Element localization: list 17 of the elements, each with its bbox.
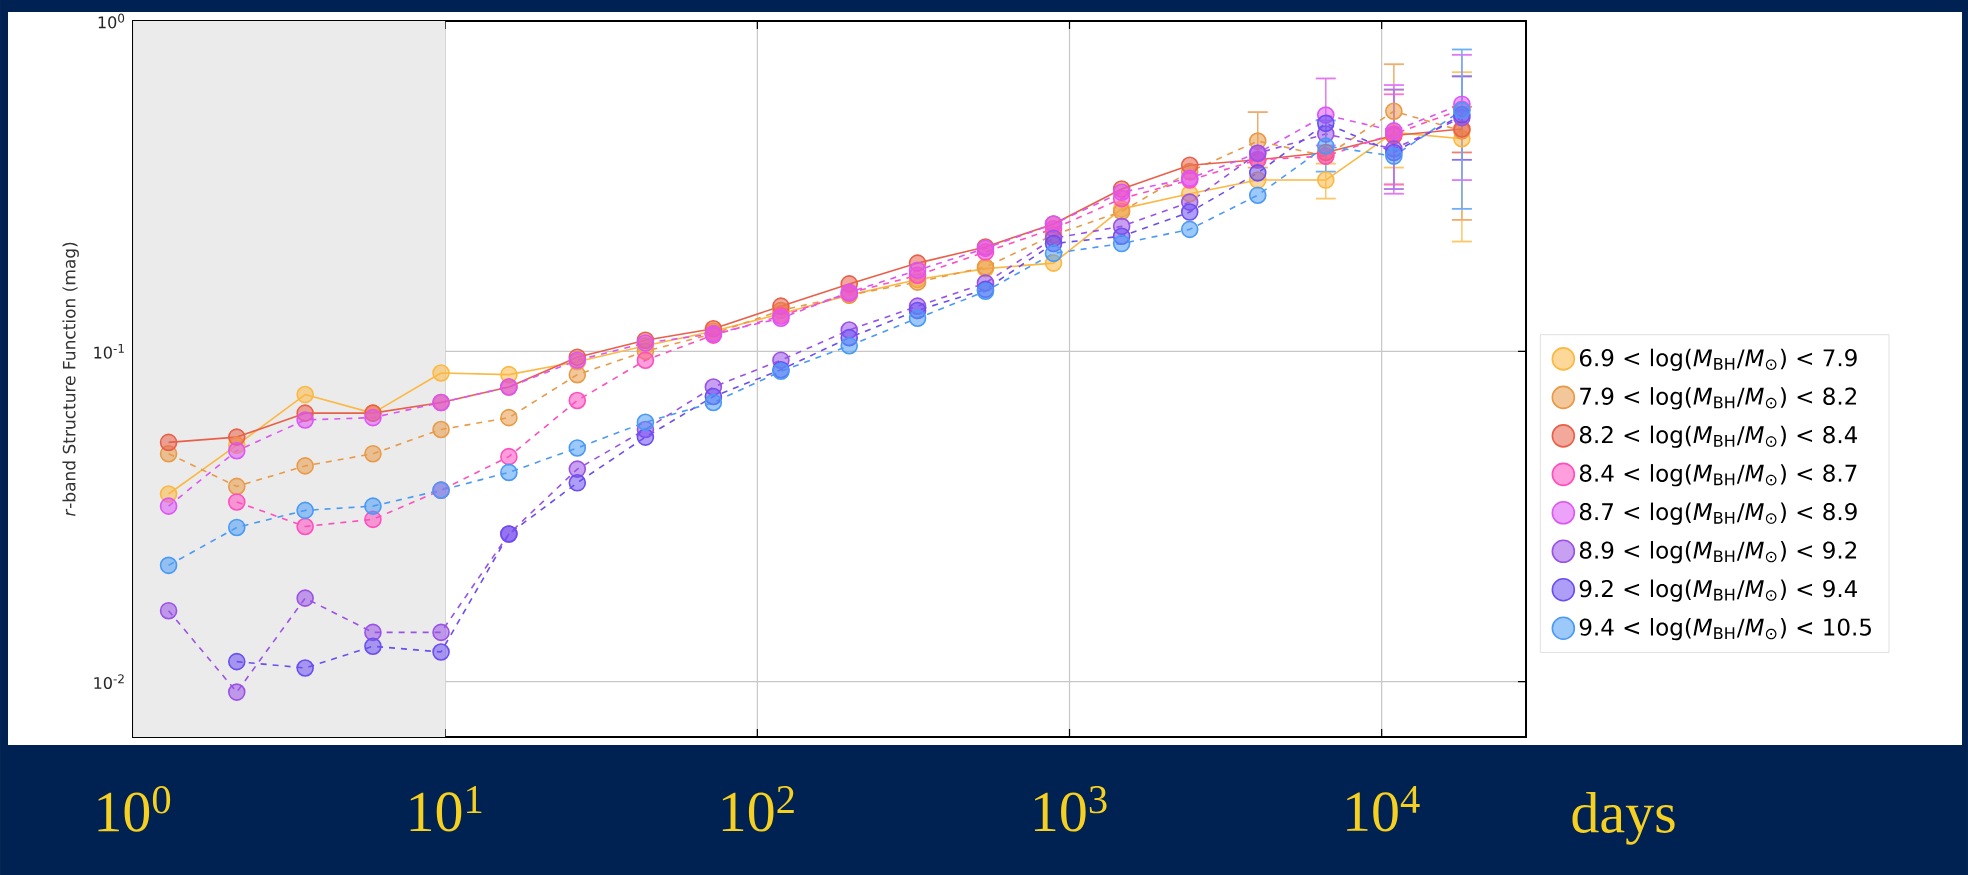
legend-label: 8.9 < log(M$_{BH}$/M$_{⊙}$) < 9.2 (1579, 541, 1857, 564)
x-tick-label: 10$^{3}$ (1034, 786, 1107, 832)
legend-label: 8.2 < log(M$_{BH}$/M$_{⊙}$) < 8.4 (1579, 425, 1858, 448)
legend-label: 7.9 < log(M$_{BH}$/M$_{⊙}$) < 8.2 (1580, 387, 1857, 410)
x-tick-label: 10$^{1}$ (410, 786, 482, 832)
y-axis-title: r-band Structure Function (mag) (62, 242, 79, 517)
legend-label: 8.4 < log(M$_{BH}$/M$_{⊙}$) < 8.7 (1579, 464, 1857, 487)
y-tick-label: 10$^{0}$ (98, 13, 125, 29)
x-axis-title: days (1572, 792, 1675, 845)
y-tick-label: 10$^{-2}$ (94, 674, 124, 690)
legend-label: 9.2 < log(M$_{BH}$/M$_{⊙}$) < 9.4 (1579, 579, 1858, 602)
legend-label: 6.9 < log(M$_{BH}$/M$_{⊙}$) < 7.9 (1579, 348, 1857, 371)
legend-label: 8.7 < log(M$_{BH}$/M$_{⊙}$) < 8.9 (1579, 502, 1857, 525)
y-tick-label: 10$^{-1}$ (94, 344, 124, 359)
x-tick-label: 10$^{2}$ (722, 786, 794, 832)
legend-label: 9.4 < log(M$_{BH}$/M$_{⊙}$) < 10.5 (1579, 618, 1871, 641)
x-tick-label: 10$^{4}$ (1347, 786, 1420, 832)
